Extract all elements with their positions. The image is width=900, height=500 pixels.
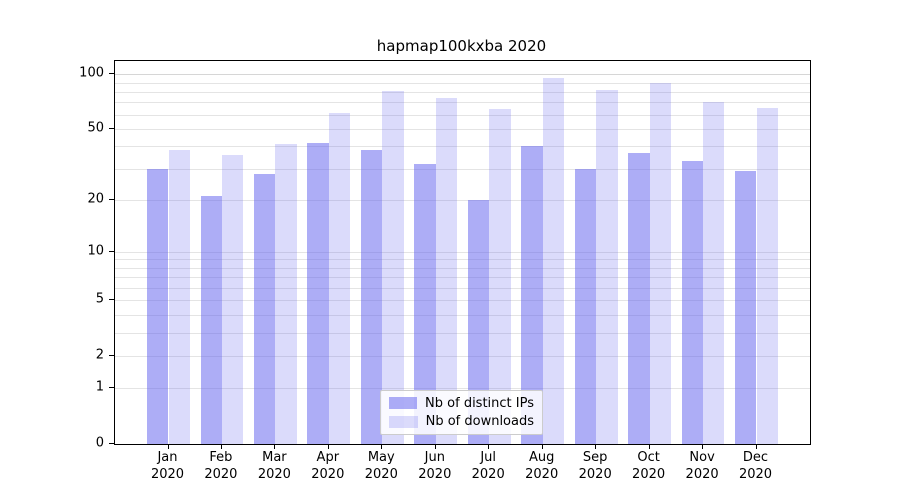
bar-nb-of-distinct-ips-oct-2020 [628, 152, 650, 444]
y-tick-label-50: 50 [87, 120, 104, 136]
bar-nb-of-distinct-ips-mar-2020 [254, 174, 276, 444]
bar-nb-of-distinct-ips-jul-2020 [467, 200, 490, 444]
gridline-y-90 [115, 82, 810, 84]
y-tick-mark-50 [109, 127, 114, 129]
x-tick-mark-dec [755, 444, 757, 449]
chart-title: hapmap100kxba 2020 [376, 37, 547, 55]
x-tick-label-feb: Feb 2020 [204, 450, 238, 482]
y-tick-mark-5 [109, 299, 114, 301]
gridline-y-5 [115, 300, 810, 302]
bar-nb-of-distinct-ips-sep-2020 [574, 168, 597, 444]
legend: Nb of distinct IPs Nb of downloads [380, 390, 543, 435]
gridline-y-10 [115, 251, 810, 253]
y-tick-label-0: 0 [95, 435, 104, 451]
x-tick-mark-aug [541, 444, 543, 449]
y-tick-mark-1 [109, 387, 114, 389]
bar-nb-of-downloads-aug-2020 [542, 78, 565, 444]
gridline-y-80 [115, 91, 810, 93]
x-tick-label-jan: Jan 2020 [150, 450, 185, 482]
bar-nb-of-downloads-oct-2020 [649, 82, 671, 444]
x-tick-mark-jan [167, 444, 169, 449]
bar-nb-of-downloads-jun-2020 [435, 98, 458, 444]
gridline-y-2 [115, 355, 810, 357]
y-tick-mark-2 [109, 354, 114, 356]
x-tick-mark-jul [488, 444, 490, 449]
x-tick-mark-jun [434, 444, 436, 449]
x-tick-label-sep: Sep 2020 [578, 450, 612, 482]
x-tick-label-nov: Nov 2020 [685, 450, 719, 482]
x-tick-label-may: May 2020 [364, 450, 398, 482]
bar-nb-of-downloads-may-2020 [382, 90, 404, 444]
x-tick-mark-sep [595, 444, 597, 449]
y-tick-label-20: 20 [87, 191, 104, 207]
legend-label-downloads: Nb of downloads [425, 414, 534, 430]
y-tick-mark-100 [109, 73, 114, 75]
y-tick-label-100: 100 [79, 65, 104, 81]
gridline-y-7 [115, 277, 810, 279]
gridline-y-60 [115, 114, 810, 116]
gridline-y-6 [115, 288, 810, 289]
gridline-y-20 [115, 200, 810, 201]
bar-nb-of-distinct-ips-jan-2020 [147, 168, 169, 444]
x-tick-label-dec: Dec 2020 [738, 450, 773, 482]
bar-nb-of-downloads-feb-2020 [221, 154, 244, 444]
plot-area [114, 60, 811, 445]
x-tick-mark-may [381, 444, 383, 449]
bar-nb-of-distinct-ips-feb-2020 [200, 196, 222, 444]
gridline-y-1 [115, 388, 810, 390]
legend-swatch-distinct-ips-icon [389, 397, 418, 410]
gridline-y-40 [115, 146, 810, 148]
gridline-y-50 [115, 128, 810, 130]
x-tick-label-mar: Mar 2020 [257, 450, 291, 482]
y-tick-mark-10 [109, 250, 114, 252]
y-tick-mark-20 [109, 199, 114, 200]
gridline-y-70 [115, 102, 810, 104]
gridline-y-100 [115, 74, 810, 76]
y-tick-label-2: 2 [95, 347, 104, 363]
bar-nb-of-distinct-ips-apr-2020 [307, 142, 329, 444]
bar-nb-of-distinct-ips-dec-2020 [735, 171, 757, 444]
bar-nb-of-downloads-jul-2020 [489, 109, 511, 444]
bar-nb-of-downloads-jan-2020 [168, 150, 190, 444]
bar-nb-of-downloads-mar-2020 [275, 144, 297, 444]
x-tick-mark-oct [648, 444, 650, 449]
y-tick-label-5: 5 [95, 291, 104, 307]
gridline-y-8 [115, 267, 810, 269]
gridline-y-30 [115, 168, 810, 170]
x-tick-mark-feb [220, 444, 222, 449]
bar-nb-of-downloads-nov-2020 [703, 102, 725, 444]
x-tick-mark-mar [274, 444, 276, 449]
gridline-y-4 [115, 315, 810, 316]
legend-swatch-downloads-icon [389, 415, 418, 428]
x-tick-label-apr: Apr 2020 [311, 450, 345, 482]
x-tick-mark-nov [702, 444, 704, 449]
bar-nb-of-distinct-ips-nov-2020 [681, 161, 704, 444]
bar-nb-of-downloads-dec-2020 [756, 108, 778, 444]
legend-row-downloads: Nb of downloads [389, 414, 534, 429]
y-tick-label-1: 1 [95, 379, 104, 395]
y-tick-mark-0 [109, 443, 114, 444]
bar-nb-of-distinct-ips-jun-2020 [414, 163, 436, 444]
x-tick-label-jun: Jun 2020 [418, 450, 452, 482]
bar-nb-of-distinct-ips-aug-2020 [521, 146, 543, 444]
bar-nb-of-downloads-sep-2020 [596, 89, 618, 444]
bar-nb-of-downloads-apr-2020 [328, 113, 351, 444]
legend-label-distinct-ips: Nb of distinct IPs [425, 395, 534, 411]
legend-row-distinct-ips: Nb of distinct IPs [389, 396, 534, 411]
y-tick-label-10: 10 [87, 243, 104, 259]
x-tick-mark-apr [327, 444, 329, 449]
gridline-y-3 [115, 332, 810, 334]
gridline-y-9 [115, 259, 810, 261]
x-tick-label-jul: Jul 2020 [471, 450, 505, 482]
x-tick-label-oct: Oct 2020 [632, 450, 666, 482]
bar-nb-of-distinct-ips-may-2020 [360, 150, 383, 444]
x-tick-label-aug: Aug 2020 [525, 450, 559, 482]
